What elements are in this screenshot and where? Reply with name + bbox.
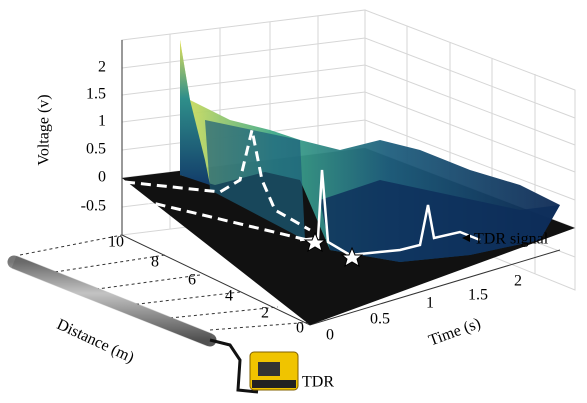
- tick-label: 1.5: [468, 287, 488, 304]
- tick-label: 8: [151, 254, 159, 271]
- tick-label: 0: [98, 169, 106, 186]
- figure: Voltage (v) 2 1.5 1 0.5 0 -0.5 10 8 6 4 …: [0, 0, 587, 403]
- signal-annotation: TDR signal: [474, 231, 549, 248]
- tick-label: 2: [98, 59, 106, 76]
- distance-axis-label: Distance (m): [54, 316, 136, 367]
- time-axis-label: Time (s): [426, 315, 483, 349]
- tick-label: 2: [261, 305, 269, 322]
- device-annotation: TDR: [302, 374, 334, 391]
- tick-label: 4: [225, 288, 233, 305]
- tick-label: -0.5: [81, 198, 106, 215]
- tick-label: 6: [188, 272, 196, 289]
- tick-label: 1: [426, 295, 434, 312]
- tick-label: 2: [514, 273, 522, 290]
- tick-label: 1: [98, 113, 106, 130]
- tick-label: 0: [296, 320, 304, 337]
- tick-label: 1.5: [86, 86, 106, 103]
- tick-label: 10: [108, 234, 124, 251]
- tick-label: 0.5: [86, 141, 106, 158]
- voltage-axis-label: Voltage (v): [36, 94, 53, 165]
- tick-label: 0.5: [370, 311, 390, 328]
- tick-label: 0: [326, 327, 334, 344]
- voltage-ticks: 2 1.5 1 0.5 0 -0.5: [81, 59, 106, 215]
